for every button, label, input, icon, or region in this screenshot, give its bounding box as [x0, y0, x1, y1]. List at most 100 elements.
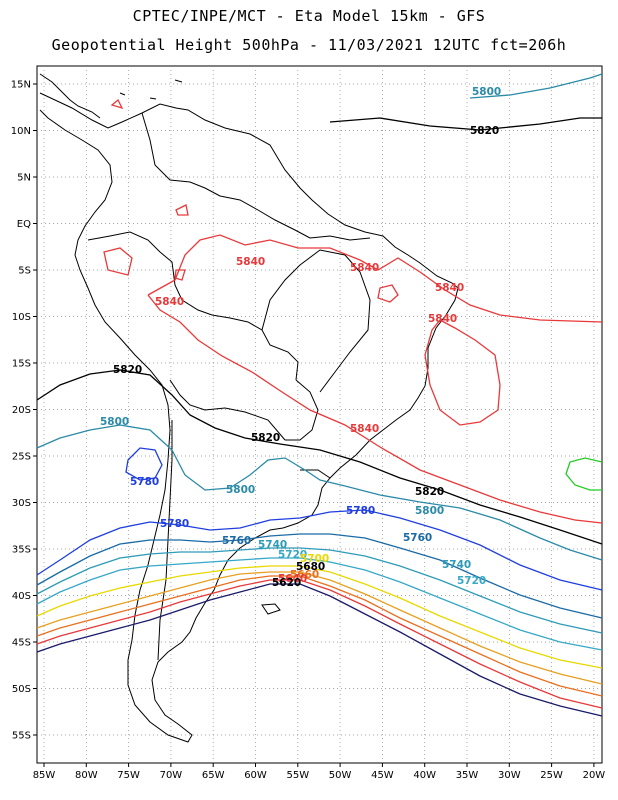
latitude-tick-label: 10N	[11, 126, 31, 137]
longitude-tick-label: 35W	[456, 770, 479, 781]
central-america	[39, 73, 101, 119]
contour-label: 5820	[415, 486, 444, 498]
latitude-tick-label: 30S	[12, 498, 31, 509]
contour-green-cell	[565, 457, 603, 491]
border-colombia-venezuela	[141, 112, 221, 197]
contour-5740	[36, 547, 603, 634]
contour-5620	[36, 583, 603, 717]
contour-label: 5840	[155, 296, 184, 308]
longitude-tick-label: 20W	[583, 770, 606, 781]
latitude-tick-label: 50S	[12, 684, 31, 695]
contour-5780-south	[36, 509, 603, 591]
latitude-tick-label: 45S	[12, 638, 31, 649]
contour-label: 5640	[278, 573, 307, 585]
contour-5640	[36, 579, 603, 709]
longitude-tick-label: 30W	[498, 770, 521, 781]
contour-label: 5720	[457, 575, 486, 587]
contour-label: 5760	[222, 535, 251, 547]
contour-5800-north	[469, 73, 603, 99]
map-title-line-2: Geopotential Height 500hPa - 11/03/2021 …	[51, 36, 567, 54]
latitude-tick-label: 10S	[12, 312, 31, 323]
border-argentina-bolivia	[224, 407, 286, 441]
contour-5800-south	[36, 424, 603, 561]
map-title-line-1: CPTEC/INPE/MCT - Eta Model 15km - GFS	[132, 7, 486, 25]
contour-label: 5800	[226, 484, 255, 496]
border-brazil-bolivia	[211, 314, 299, 381]
border-bolivia-chile	[169, 379, 226, 411]
longitude-tick-label: 70W	[160, 770, 183, 781]
contour-5660	[36, 575, 603, 697]
contour-label: 5800	[472, 86, 501, 98]
contour-label: 5740	[442, 559, 471, 571]
longitude-tick-label: 55W	[286, 770, 309, 781]
contour-label: 5660	[290, 569, 319, 581]
falkland-islands	[261, 603, 281, 615]
contour-label: 5700	[300, 553, 329, 565]
border-guianas	[309, 235, 371, 241]
contour-5840-central	[147, 234, 603, 323]
contour-5760	[36, 533, 603, 619]
contour-5780-cell	[125, 447, 163, 481]
graticule	[37, 66, 602, 763]
border-brazil-venezuela	[219, 195, 311, 239]
contour-label: 5840	[236, 256, 265, 268]
latitude-tick-label: EQ	[17, 219, 31, 230]
contour-5820-north	[329, 117, 602, 131]
contour-5680	[36, 571, 603, 685]
latitude-tick-label: 25S	[12, 452, 31, 463]
contour-label: 5720	[278, 549, 307, 561]
contour-label: 5760	[403, 532, 432, 544]
contour-label: 5820	[251, 432, 280, 444]
border-paraguay	[285, 379, 319, 441]
contour-5840-atlantic-cell	[424, 319, 501, 426]
contour-5840-coast-blob	[377, 284, 399, 303]
contour-5820-south	[36, 369, 603, 545]
latitude-tick-label: 5S	[18, 266, 31, 277]
longitude-tick-label: 45W	[371, 770, 394, 781]
border-peru-brazil	[159, 251, 213, 316]
border-brazil-states	[261, 249, 371, 393]
border-colombia-peru	[87, 231, 161, 253]
south-america-coastline	[39, 92, 459, 743]
contour-5700	[36, 565, 603, 669]
contour-label: 5800	[415, 505, 444, 517]
longitude-tick-labels: 85W 80W 75W 70W 65W 60W 55W 50W 45W 40W 35W 30W 25W 2…	[33, 763, 606, 781]
contour-label: 5780	[130, 476, 159, 488]
height-contours	[36, 73, 603, 717]
latitude-tick-labels: 15N 10N 5N EQ 5S 10S 15S 20S 25S 30S 35S 40S 45S 50S 5…	[11, 80, 37, 742]
longitude-tick-label: 25W	[540, 770, 563, 781]
longitude-tick-label: 50W	[329, 770, 352, 781]
latitude-tick-label: 15N	[11, 80, 31, 91]
caribbean-islands	[119, 79, 183, 100]
latitude-tick-label: 55S	[12, 731, 31, 742]
latitude-tick-label: 15S	[12, 359, 31, 370]
latitude-tick-label: 35S	[12, 545, 31, 556]
contour-label: 5780	[160, 518, 189, 530]
longitude-tick-label: 80W	[75, 770, 98, 781]
contour-label: 5820	[113, 364, 142, 376]
contour-label: 5840	[350, 423, 379, 435]
contour-label: 5840	[435, 282, 464, 294]
longitude-tick-label: 75W	[117, 770, 140, 781]
contour-label: 5740	[258, 539, 287, 551]
contour-label: 5820	[470, 125, 499, 137]
contour-label: 5620	[272, 577, 301, 589]
latitude-tick-label: 5N	[17, 173, 31, 184]
contour-labels: 5800 5820 5840 5840 5840 5840 5840 5820 …	[100, 86, 501, 589]
contour-5840-loop	[147, 294, 603, 524]
contour-5720	[36, 557, 603, 651]
contour-label: 5840	[350, 262, 379, 274]
longitude-tick-label: 65W	[202, 770, 225, 781]
longitude-tick-label: 60W	[244, 770, 267, 781]
latitude-tick-label: 20S	[12, 405, 31, 416]
coastlines	[39, 73, 459, 743]
contour-5840-north	[103, 98, 189, 281]
latitude-tick-label: 40S	[12, 591, 31, 602]
longitude-tick-label: 40W	[413, 770, 436, 781]
longitude-tick-label: 85W	[33, 770, 56, 781]
contour-label: 5840	[428, 313, 457, 325]
contour-label: 5680	[296, 561, 325, 573]
contour-label: 5800	[100, 416, 129, 428]
contour-label: 5780	[346, 505, 375, 517]
